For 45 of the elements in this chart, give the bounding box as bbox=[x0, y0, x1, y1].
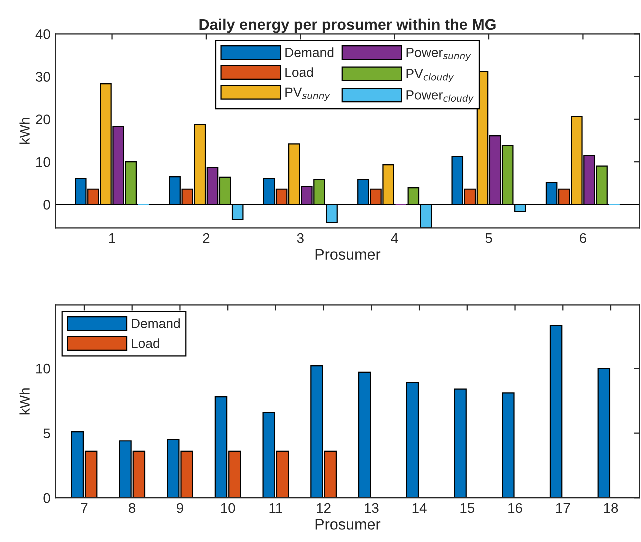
x-tick-label: 10 bbox=[221, 503, 236, 514]
bar bbox=[502, 392, 515, 498]
x-tick-label: 5 bbox=[486, 234, 492, 244]
x-tick-label: 16 bbox=[508, 503, 522, 514]
x-tick-label: 14 bbox=[412, 503, 427, 514]
x-tick-label: 4 bbox=[391, 234, 398, 244]
chart-title: Daily energy per prosumer within the MG bbox=[200, 18, 496, 34]
y-tick-label: 10 bbox=[36, 364, 50, 374]
x-tick-label: 8 bbox=[129, 503, 136, 514]
x-tick-label: 13 bbox=[365, 503, 379, 514]
x-tick-label: 15 bbox=[460, 503, 475, 514]
x-tick-label: 12 bbox=[317, 503, 331, 514]
bar bbox=[598, 368, 611, 498]
x-tick-label: 1 bbox=[109, 234, 116, 244]
x-axis-title: Prosumer bbox=[316, 249, 381, 260]
legend-label: Demand bbox=[132, 318, 180, 328]
bar bbox=[406, 382, 420, 498]
legend-label: Load bbox=[132, 338, 160, 348]
legend-label: Load bbox=[286, 68, 314, 78]
x-tick-label: 2 bbox=[203, 233, 210, 244]
x-tick-label: 7 bbox=[81, 503, 88, 514]
x-tick-label: 17 bbox=[556, 503, 570, 514]
y-tick-label: 0 bbox=[44, 493, 50, 504]
x-tick-label: 6 bbox=[580, 233, 586, 244]
y-tick-label: 0 bbox=[44, 200, 50, 210]
bar bbox=[358, 372, 372, 498]
x-tick-label: 11 bbox=[270, 503, 282, 514]
legend-label: Demand bbox=[286, 48, 334, 58]
y-tick-label: 10 bbox=[36, 157, 50, 168]
x-tick-label: 9 bbox=[177, 503, 184, 514]
y-axis-title: kWh bbox=[20, 118, 30, 144]
bar bbox=[550, 325, 563, 498]
x-tick-label: 18 bbox=[604, 503, 618, 514]
y-tick-label: 20 bbox=[36, 114, 50, 125]
y-tick-label: 30 bbox=[36, 72, 50, 82]
y-tick-label: 40 bbox=[36, 29, 50, 40]
y-axis-title: kWh bbox=[20, 388, 30, 415]
y-tick-label: 5 bbox=[44, 428, 50, 439]
legend-label: Power$_{sunny}$ bbox=[406, 48, 472, 62]
legend-label: PV$_{cloudy}$ bbox=[406, 69, 454, 83]
legend-label: Power$_{cloudy}$ bbox=[406, 90, 474, 104]
bar bbox=[454, 388, 467, 498]
x-axis-title: Prosumer bbox=[316, 519, 381, 530]
x-tick-label: 3 bbox=[297, 233, 304, 244]
legend-label: PV$_{sunny}$ bbox=[286, 88, 330, 102]
